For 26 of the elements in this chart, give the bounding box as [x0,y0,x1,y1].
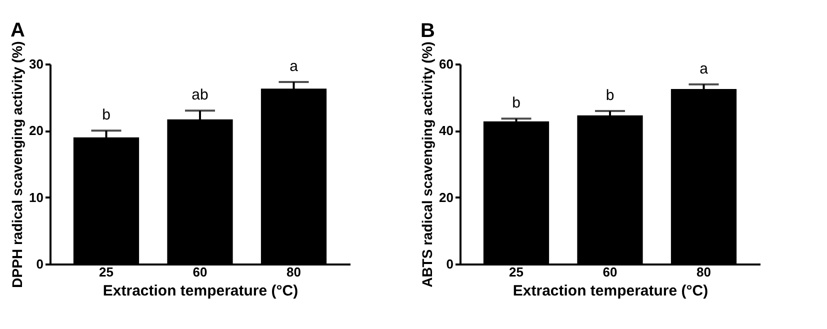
y-tick-label: 30 [29,56,44,72]
annotation: b [512,94,520,112]
x-tick-label: 80 [696,264,711,280]
annotation: ab [192,86,208,104]
y-axis-title: DPPH radical scavenging activity (%) [9,41,26,288]
x-tick-label: 60 [602,264,618,280]
y-tick-label: 20 [439,190,454,205]
y-tick-label: 0 [36,256,44,272]
x-tick-label: 60 [192,264,208,280]
chart-title: B [420,20,435,42]
y-tick-label: 20 [29,123,44,138]
x-axis-title: Extraction temperature (°C) [102,282,298,300]
annotation: b [102,106,110,124]
x-tick-label: 25 [509,264,524,280]
x-tick-label: 80 [286,264,301,280]
chart-title: A [10,20,25,42]
annotation: b [606,87,614,104]
y-tick-label: 0 [446,256,454,272]
annotation: a [290,58,299,75]
y-tick-label: 10 [29,190,44,205]
annotation: a [700,60,709,78]
y-tick-label: 40 [439,123,454,138]
x-tick-label: 25 [99,264,114,280]
x-axis-title: Extraction temperature (°C) [512,282,708,300]
y-tick-label: 60 [439,56,454,72]
y-axis-title: ABTS radical scavenging activity (%) [419,42,436,288]
